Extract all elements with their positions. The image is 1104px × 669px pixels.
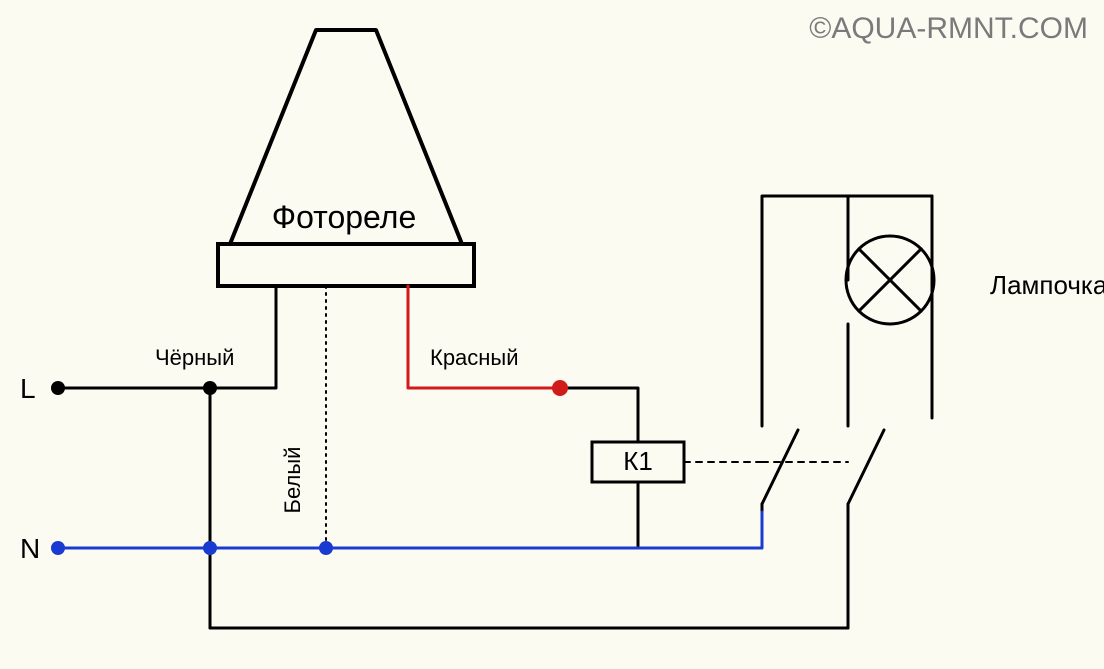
node-junction_blue_1 [203,541,217,555]
node-junction_red [552,380,568,396]
label-K1: К1 [623,446,653,476]
watermark-text: ©AQUA-RMNT.COM [809,12,1088,45]
node-junction_black_L [203,381,217,395]
label-N: N [20,533,40,564]
diagram-stage: ©AQUA-RMNT.COM Фотореле Лампочка L N Чёрный Кр… [0,0,1104,669]
label-photorelay: Фотореле [272,199,417,235]
wiring-diagram-svg: ©AQUA-RMNT.COM Фотореле Лампочка L N Чёрный Кр… [0,0,1104,669]
node-L_start [51,381,65,395]
label-lamp: Лампочка [990,270,1104,300]
background [0,0,1104,669]
label-black: Чёрный [155,345,234,370]
label-L: L [20,373,36,404]
node-junction_blue_2 [319,541,333,555]
label-red: Красный [430,345,519,370]
label-white: Белый [280,447,305,514]
node-N_start [51,541,65,555]
